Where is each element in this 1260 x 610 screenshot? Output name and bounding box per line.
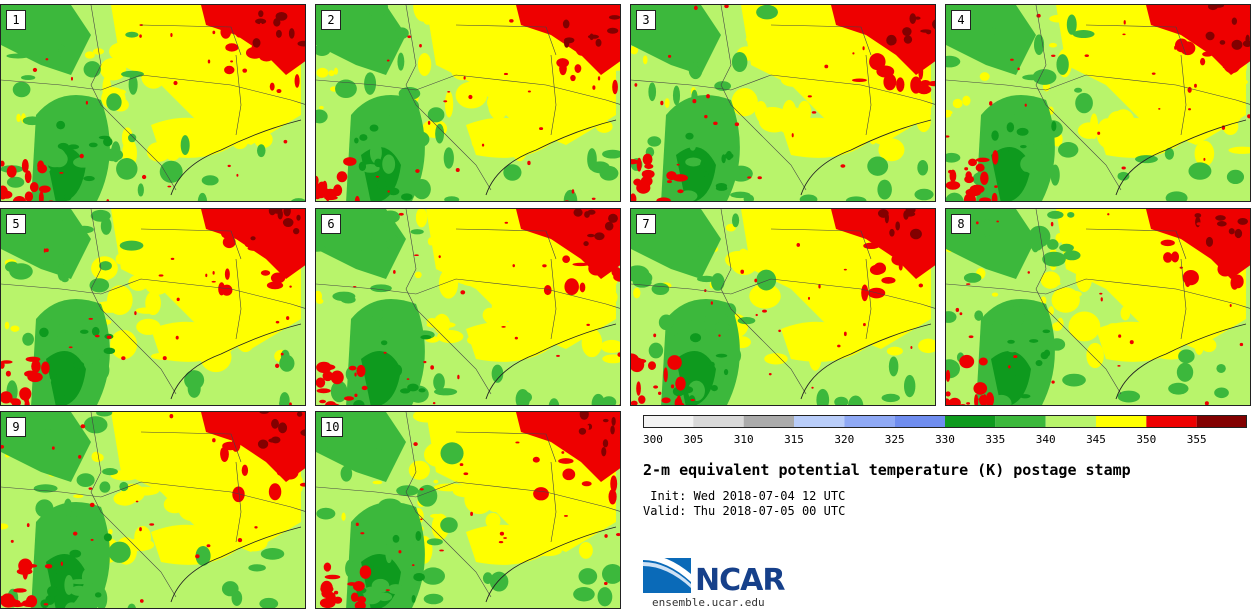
theta-e-map (631, 209, 935, 405)
init-time: Init: Wed 2018-07-04 12 UTC (643, 489, 846, 503)
colorbar-tick-label: 335 (985, 433, 1005, 446)
colorbar-swatch (894, 415, 945, 428)
theta-e-map (1, 5, 305, 201)
member-number: 2 (321, 10, 341, 30)
member-number: 5 (6, 214, 26, 234)
member-panel-1: 1 (0, 4, 306, 202)
website-url: ensemble.ucar.edu (652, 596, 765, 609)
colorbar-tick-label: 340 (1036, 433, 1056, 446)
member-number: 9 (6, 417, 26, 437)
member-number: 10 (321, 417, 344, 437)
member-panel-8: 8 (945, 208, 1251, 406)
colorbar-swatch (643, 415, 694, 428)
ncar-logo-icon (643, 554, 691, 593)
theta-e-map (316, 412, 620, 608)
colorbar-tick-label: 325 (885, 433, 905, 446)
colorbar-frame (643, 415, 1247, 428)
colorbar-tick-label: 330 (935, 433, 955, 446)
colorbar-tick-label: 350 (1136, 433, 1156, 446)
member-number: 7 (636, 214, 656, 234)
theta-e-map (316, 5, 620, 201)
colorbar: 300 305 310 315 320 325 330 335 340 345 350 355 (643, 415, 1247, 446)
colorbar-swatch (693, 415, 744, 428)
valid-time: Valid: Thu 2018-07-05 00 UTC (643, 504, 846, 518)
colorbar-tick-label: 355 (1187, 433, 1207, 446)
colorbar-swatch (1045, 415, 1096, 428)
ncar-logo-text: NCAR (695, 563, 785, 598)
member-number: 3 (636, 10, 656, 30)
member-panel-7: 7 (630, 208, 936, 406)
member-panel-6: 6 (315, 208, 621, 406)
figure-title: 2-m equivalent potential temperature (K)… (643, 461, 1131, 479)
member-number: 6 (321, 214, 341, 234)
theta-e-map (316, 209, 620, 405)
colorbar-tick-label: 310 (734, 433, 754, 446)
theta-e-map (1, 412, 305, 608)
colorbar-tick-label: 300 (643, 433, 663, 446)
colorbar-swatch (1096, 415, 1147, 428)
member-number: 4 (951, 10, 971, 30)
theta-e-map (946, 209, 1250, 405)
colorbar-tick-label: 345 (1086, 433, 1106, 446)
colorbar-swatch (844, 415, 895, 428)
member-panel-4: 4 (945, 4, 1251, 202)
member-number: 8 (951, 214, 971, 234)
colorbar-swatch (945, 415, 996, 428)
colorbar-tick-label: 315 (784, 433, 804, 446)
colorbar-swatch (1196, 415, 1247, 428)
member-panel-9: 9 (0, 411, 306, 609)
theta-e-map (946, 5, 1250, 201)
member-panel-3: 3 (630, 4, 936, 202)
colorbar-tick-label: 320 (834, 433, 854, 446)
colorbar-swatch (743, 415, 794, 428)
colorbar-swatch (1146, 415, 1197, 428)
member-panel-10: 10 (315, 411, 621, 609)
colorbar-swatch (794, 415, 845, 428)
colorbar-swatch (995, 415, 1046, 428)
member-panel-2: 2 (315, 4, 621, 202)
theta-e-map (631, 5, 935, 201)
member-panel-5: 5 (0, 208, 306, 406)
colorbar-tick-label: 305 (683, 433, 703, 446)
theta-e-map (1, 209, 305, 405)
member-number: 1 (6, 10, 26, 30)
